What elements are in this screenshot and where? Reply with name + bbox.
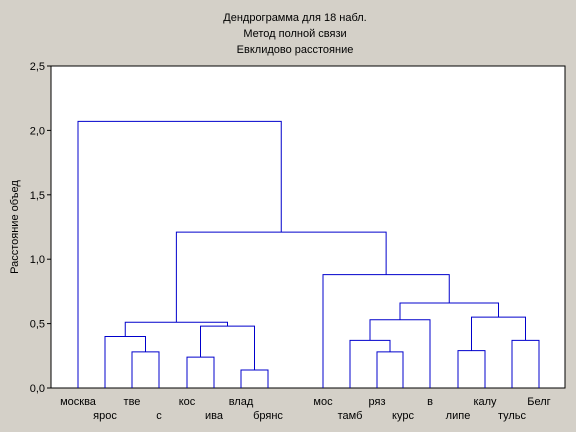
y-tick-label: 0,5 xyxy=(30,319,45,331)
chart-title-line-2: Метод полной связи xyxy=(243,28,346,40)
chart-title-line-3: Евклидово расстояние xyxy=(237,44,354,56)
y-axis-label: Расстояние объед xyxy=(9,180,21,274)
leaf-label: ива xyxy=(205,410,224,422)
y-tick-label: 0,0 xyxy=(30,383,45,395)
leaf-label: в xyxy=(427,396,433,408)
leaf-label: мос xyxy=(313,396,333,408)
leaf-label: кос xyxy=(179,396,196,408)
leaf-label: тульс xyxy=(498,410,527,422)
leaf-label: курс xyxy=(392,410,414,422)
y-tick-label: 1,0 xyxy=(30,254,45,266)
leaf-label: тве xyxy=(124,396,141,408)
leaf-label: с xyxy=(156,410,162,422)
y-axis: 0,0 0,5 1,0 1,5 2,0 2,5 xyxy=(30,61,51,395)
leaf-label: влад xyxy=(229,396,254,408)
leaf-label: ряз xyxy=(369,396,386,408)
y-tick-label: 2,5 xyxy=(30,61,45,73)
plot-area xyxy=(50,65,566,389)
leaf-label: ярос xyxy=(93,410,117,422)
chart-title-line-1: Дендрограмма для 18 набл. xyxy=(223,12,366,24)
leaf-label: брянс xyxy=(253,410,283,422)
leaf-label: тамб xyxy=(338,410,363,422)
y-tick-label: 1,5 xyxy=(30,190,45,202)
leaf-label: липе xyxy=(446,410,471,422)
dendrogram-link xyxy=(77,120,282,388)
leaf-label: москва xyxy=(60,396,97,408)
y-tick-label: 2,0 xyxy=(30,125,45,137)
dendrogram-links xyxy=(77,120,540,388)
leaf-labels: москваяроствескосивавладбрянсмостамбрязк… xyxy=(60,396,551,422)
leaf-label: Белг xyxy=(527,396,550,408)
leaf-label: калу xyxy=(473,396,497,408)
